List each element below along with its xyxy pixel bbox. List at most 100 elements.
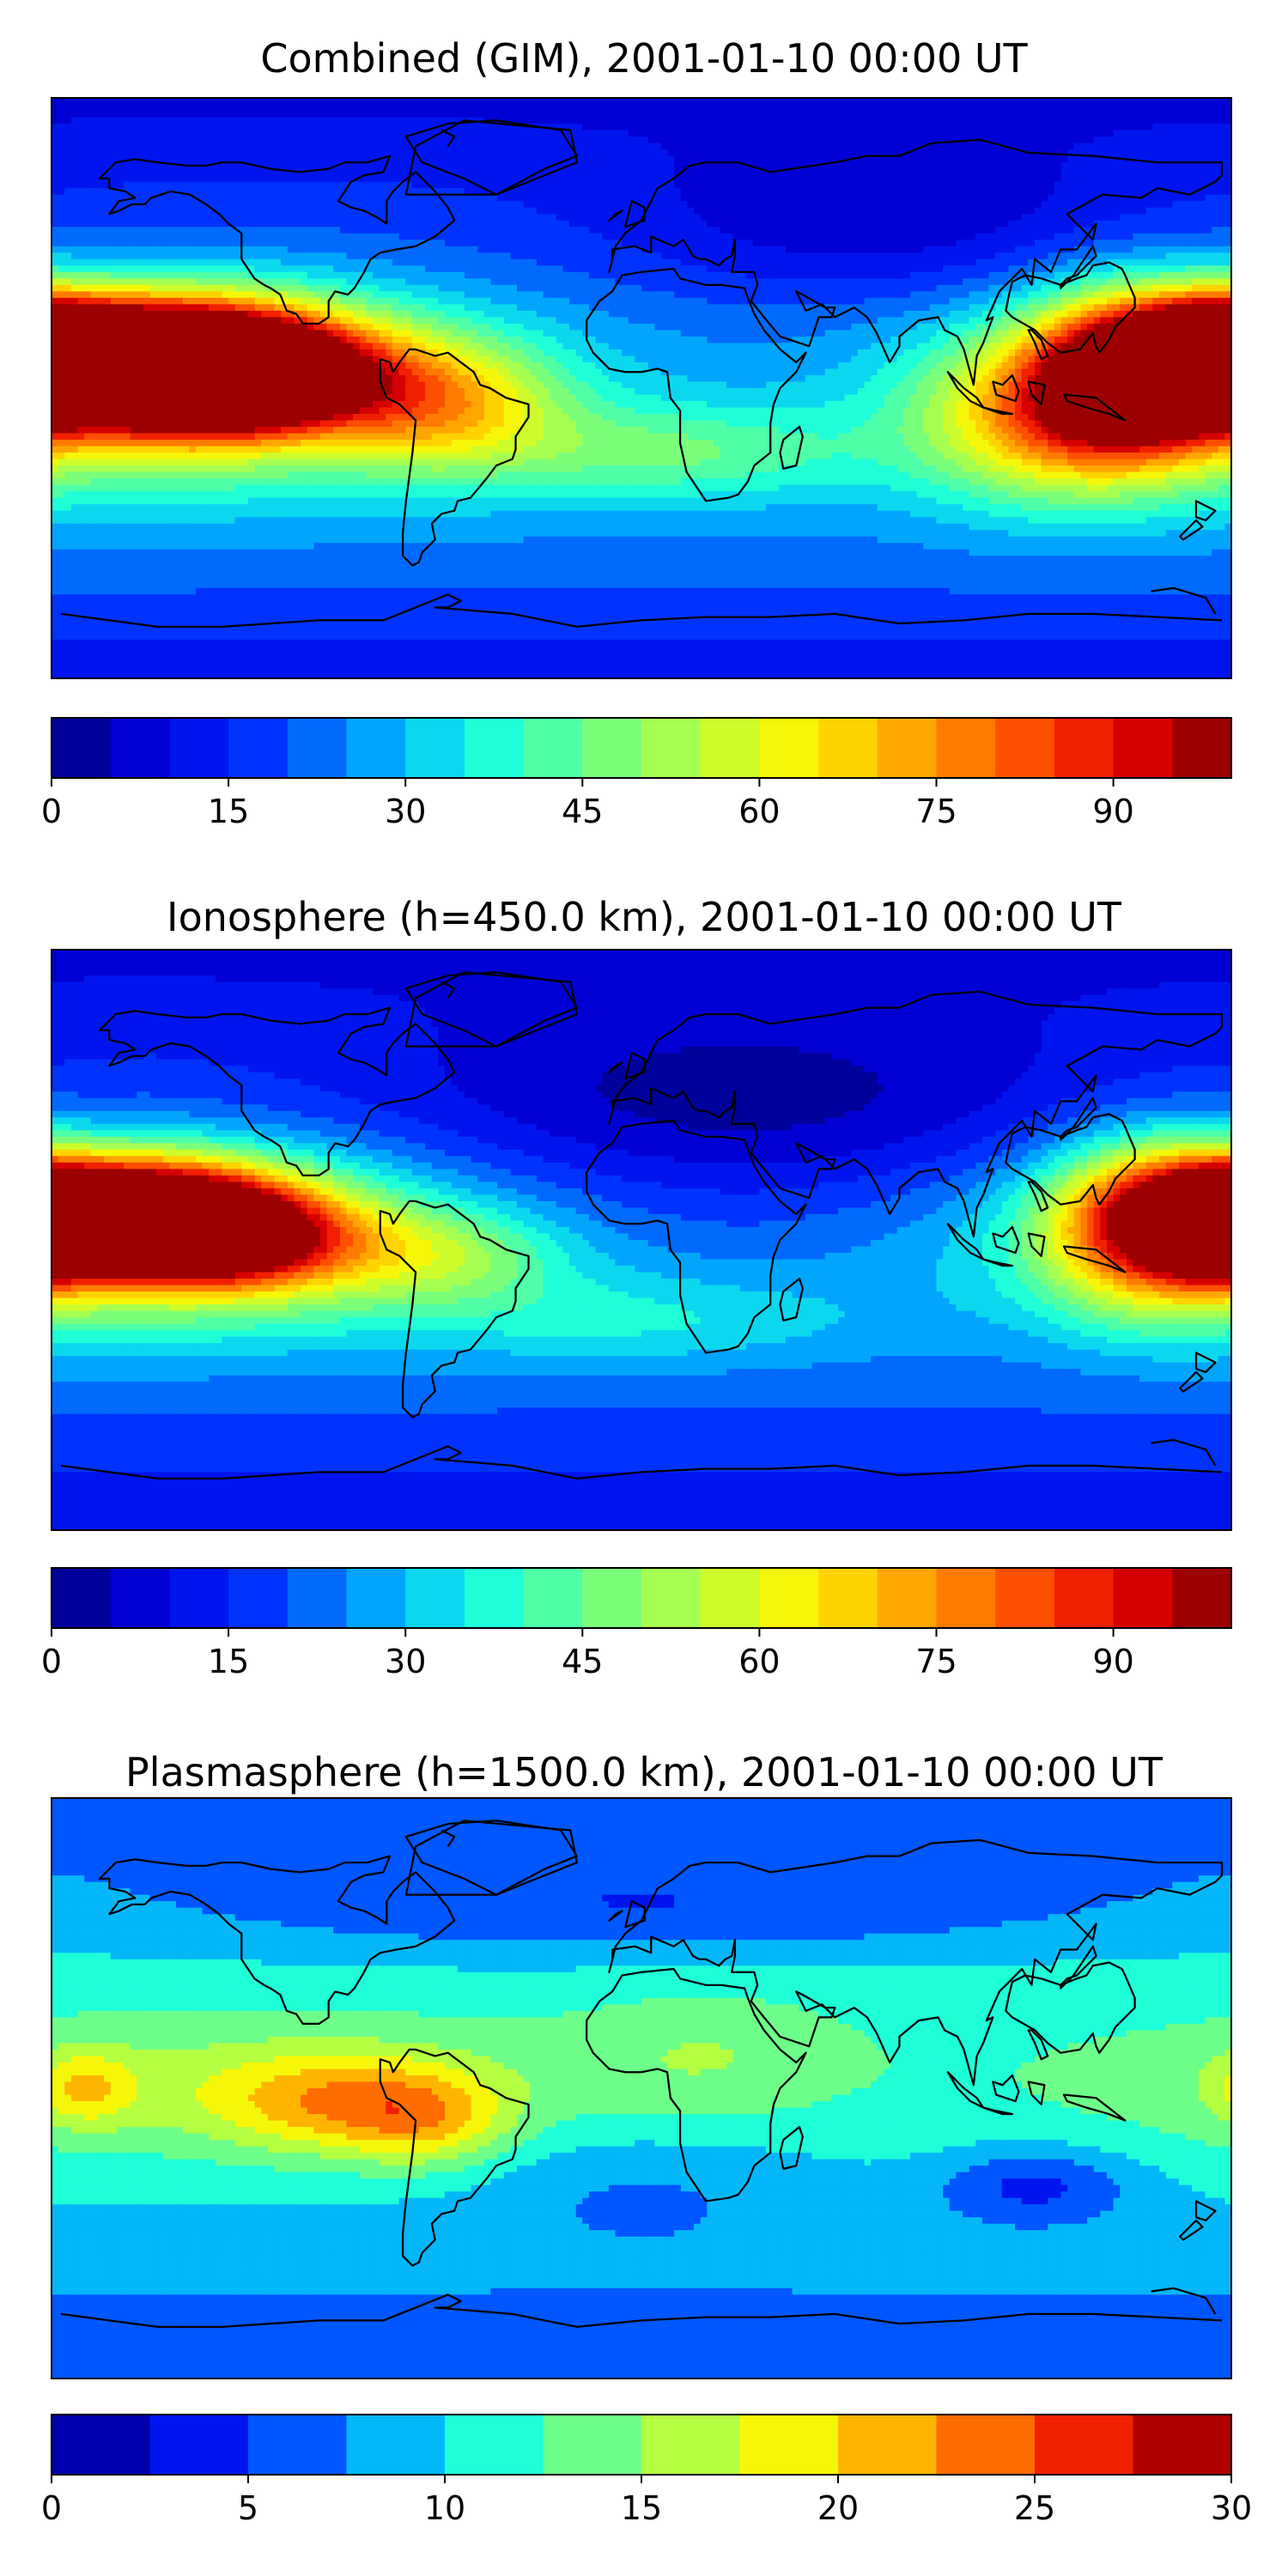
heatmap-cell bbox=[1074, 162, 1081, 169]
heatmap-cell bbox=[189, 221, 196, 228]
heatmap-cell bbox=[845, 124, 852, 131]
heatmap-cell bbox=[222, 143, 228, 150]
heatmap-cell bbox=[550, 118, 556, 125]
heatmap-cell bbox=[241, 221, 248, 228]
heatmap-cell bbox=[569, 201, 576, 208]
heatmap-cell bbox=[504, 156, 511, 163]
heatmap-cell bbox=[1067, 201, 1074, 208]
heatmap-cell bbox=[1139, 137, 1146, 143]
heatmap-cell bbox=[530, 118, 537, 125]
heatmap-cell bbox=[294, 214, 301, 221]
heatmap-cell bbox=[1094, 188, 1101, 195]
heatmap-cell bbox=[117, 98, 124, 105]
heatmap-cell bbox=[248, 214, 255, 221]
heatmap-cell bbox=[517, 156, 524, 163]
heatmap-cell bbox=[556, 143, 563, 150]
heatmap-cell bbox=[825, 137, 832, 143]
heatmap-cell bbox=[183, 149, 190, 156]
heatmap-cell bbox=[360, 149, 367, 156]
heatmap-cell bbox=[917, 175, 924, 182]
heatmap-cell bbox=[1028, 169, 1035, 176]
heatmap-cell bbox=[917, 156, 924, 163]
heatmap-cell bbox=[497, 169, 504, 176]
heatmap-cell bbox=[1205, 118, 1212, 125]
heatmap-cell bbox=[811, 143, 818, 150]
heatmap-cell bbox=[582, 195, 589, 202]
heatmap-cell bbox=[1094, 118, 1101, 125]
heatmap-cell bbox=[347, 169, 354, 176]
heatmap-cell bbox=[504, 175, 511, 182]
heatmap-cell bbox=[681, 105, 688, 112]
heatmap-cell bbox=[1127, 214, 1133, 221]
heatmap-cell bbox=[937, 131, 944, 137]
heatmap-cell bbox=[268, 98, 275, 105]
heatmap-cell bbox=[930, 188, 937, 195]
heatmap-cell bbox=[517, 143, 524, 150]
heatmap-cell bbox=[301, 214, 307, 221]
heatmap-cell bbox=[943, 182, 950, 189]
heatmap-cell bbox=[1048, 156, 1054, 163]
heatmap-cell bbox=[248, 111, 255, 118]
heatmap-cell bbox=[733, 182, 740, 189]
heatmap-cell bbox=[897, 131, 904, 137]
heatmap-cell bbox=[707, 221, 714, 228]
heatmap-cell bbox=[779, 118, 786, 125]
heatmap-cell bbox=[143, 124, 150, 131]
heatmap-cell bbox=[1002, 162, 1009, 169]
heatmap-cell bbox=[268, 201, 275, 208]
heatmap-cell bbox=[753, 98, 760, 105]
heatmap-cell bbox=[937, 208, 944, 215]
heatmap-cell bbox=[681, 188, 688, 195]
heatmap-cell bbox=[1061, 137, 1068, 143]
heatmap-cell bbox=[1008, 149, 1015, 156]
heatmap-cell bbox=[641, 195, 648, 202]
heatmap-cell bbox=[714, 98, 720, 105]
heatmap-cell bbox=[818, 214, 825, 221]
heatmap-cell bbox=[1172, 182, 1179, 189]
heatmap-cell bbox=[156, 201, 163, 208]
heatmap-cell bbox=[64, 124, 71, 131]
heatmap-cell bbox=[635, 118, 641, 125]
heatmap-cell bbox=[661, 195, 668, 202]
heatmap-cell bbox=[1127, 137, 1133, 143]
heatmap-cell bbox=[1218, 131, 1225, 137]
heatmap-cell bbox=[714, 105, 720, 112]
heatmap-cell bbox=[556, 149, 563, 156]
heatmap-cell bbox=[569, 188, 576, 195]
heatmap-cell bbox=[1054, 149, 1061, 156]
heatmap-cell bbox=[648, 169, 655, 176]
heatmap-cell bbox=[313, 131, 320, 137]
heatmap-cell bbox=[307, 214, 314, 221]
heatmap-cell bbox=[1042, 131, 1048, 137]
heatmap-cell bbox=[490, 131, 497, 137]
heatmap-cell bbox=[1080, 124, 1087, 131]
heatmap-cell bbox=[687, 143, 694, 150]
heatmap-cell bbox=[150, 137, 157, 143]
heatmap-cell bbox=[576, 111, 583, 118]
heatmap-cell bbox=[845, 111, 852, 118]
heatmap-cell bbox=[956, 105, 963, 112]
heatmap-cell bbox=[1067, 105, 1074, 112]
heatmap-cell bbox=[131, 149, 137, 156]
heatmap-cell bbox=[537, 182, 544, 189]
heatmap-cell bbox=[726, 137, 733, 143]
heatmap-cell bbox=[124, 137, 131, 143]
heatmap-cell bbox=[91, 131, 98, 137]
heatmap-cell bbox=[1146, 214, 1153, 221]
heatmap-cell bbox=[766, 208, 773, 215]
heatmap-cell bbox=[602, 124, 609, 131]
heatmap-cell bbox=[569, 208, 576, 215]
heatmap-cell bbox=[674, 131, 681, 137]
heatmap-cell bbox=[917, 105, 924, 112]
heatmap-cell bbox=[582, 188, 589, 195]
heatmap-cell bbox=[333, 124, 340, 131]
heatmap-cell bbox=[1054, 124, 1061, 131]
heatmap-cell bbox=[969, 195, 976, 202]
heatmap-cell bbox=[975, 156, 982, 163]
heatmap-cell bbox=[471, 208, 478, 215]
heatmap-cell bbox=[851, 118, 858, 125]
heatmap-cell bbox=[1133, 118, 1140, 125]
heatmap-cell bbox=[1114, 188, 1121, 195]
heatmap-cell bbox=[641, 175, 648, 182]
heatmap-cell bbox=[937, 156, 944, 163]
